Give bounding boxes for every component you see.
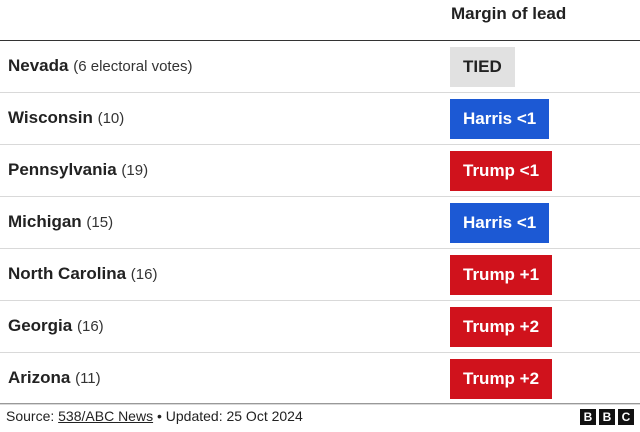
- electoral-votes: (19): [121, 162, 149, 179]
- electoral-votes: (16): [76, 318, 104, 335]
- state-cell: Michigan (15): [8, 212, 113, 232]
- margin-badge: Trump <1: [450, 151, 553, 191]
- state-cell: Wisconsin (10): [8, 108, 124, 128]
- table-row: Michigan (15) Harris <1: [0, 197, 640, 249]
- margin-badge: Harris <1: [450, 99, 550, 139]
- state-name: North Carolina: [8, 264, 127, 283]
- margin-badge: Trump +2: [450, 307, 553, 347]
- logo-letter: C: [618, 409, 634, 425]
- state-name: Pennsylvania: [8, 160, 117, 179]
- margin-badge: Trump +1: [450, 255, 553, 295]
- electoral-votes: (11): [75, 370, 101, 387]
- electoral-votes: (6 electoral votes): [73, 58, 193, 75]
- margin-badge: Harris <1: [450, 203, 550, 243]
- updated: • Updated: 25 Oct 2024: [156, 408, 303, 424]
- state-cell: North Carolina (16): [8, 264, 157, 284]
- footer: Source: 538/ABC News • Updated: 25 Oct 2…: [6, 408, 303, 424]
- state-cell: Georgia (16): [8, 316, 104, 336]
- source-link[interactable]: 538/ABC News: [58, 408, 154, 424]
- electoral-votes: (16): [130, 266, 158, 283]
- table-row: Georgia (16) Trump +2: [0, 301, 640, 353]
- electoral-votes: (15): [86, 214, 114, 231]
- state-name: Wisconsin: [8, 108, 93, 127]
- state-name: Georgia: [8, 316, 73, 335]
- table-row: Pennsylvania (19) Trump <1: [0, 145, 640, 197]
- state-name: Michigan: [8, 212, 82, 231]
- table-row: Arizona (11) Trump +2: [0, 353, 640, 405]
- state-cell: Pennsylvania (19): [8, 160, 148, 180]
- header-rule: [0, 40, 640, 41]
- logo-letter: B: [580, 409, 596, 425]
- footer-rule: [0, 403, 640, 404]
- table-row: Wisconsin (10) Harris <1: [0, 93, 640, 145]
- column-header: Margin of lead: [451, 4, 567, 23]
- margin-badge: Trump +2: [450, 359, 553, 399]
- electoral-votes: (10): [97, 110, 125, 127]
- state-name: Nevada: [8, 56, 69, 75]
- table-row: North Carolina (16) Trump +1: [0, 249, 640, 301]
- source-label: Source:: [6, 408, 55, 424]
- state-cell: Nevada (6 electoral votes): [8, 56, 192, 76]
- state-cell: Arizona (11): [8, 368, 101, 388]
- logo-letter: B: [599, 409, 615, 425]
- margin-badge: TIED: [450, 47, 515, 87]
- state-name: Arizona: [8, 368, 71, 387]
- table-row: Nevada (6 electoral votes) TIED: [0, 41, 640, 93]
